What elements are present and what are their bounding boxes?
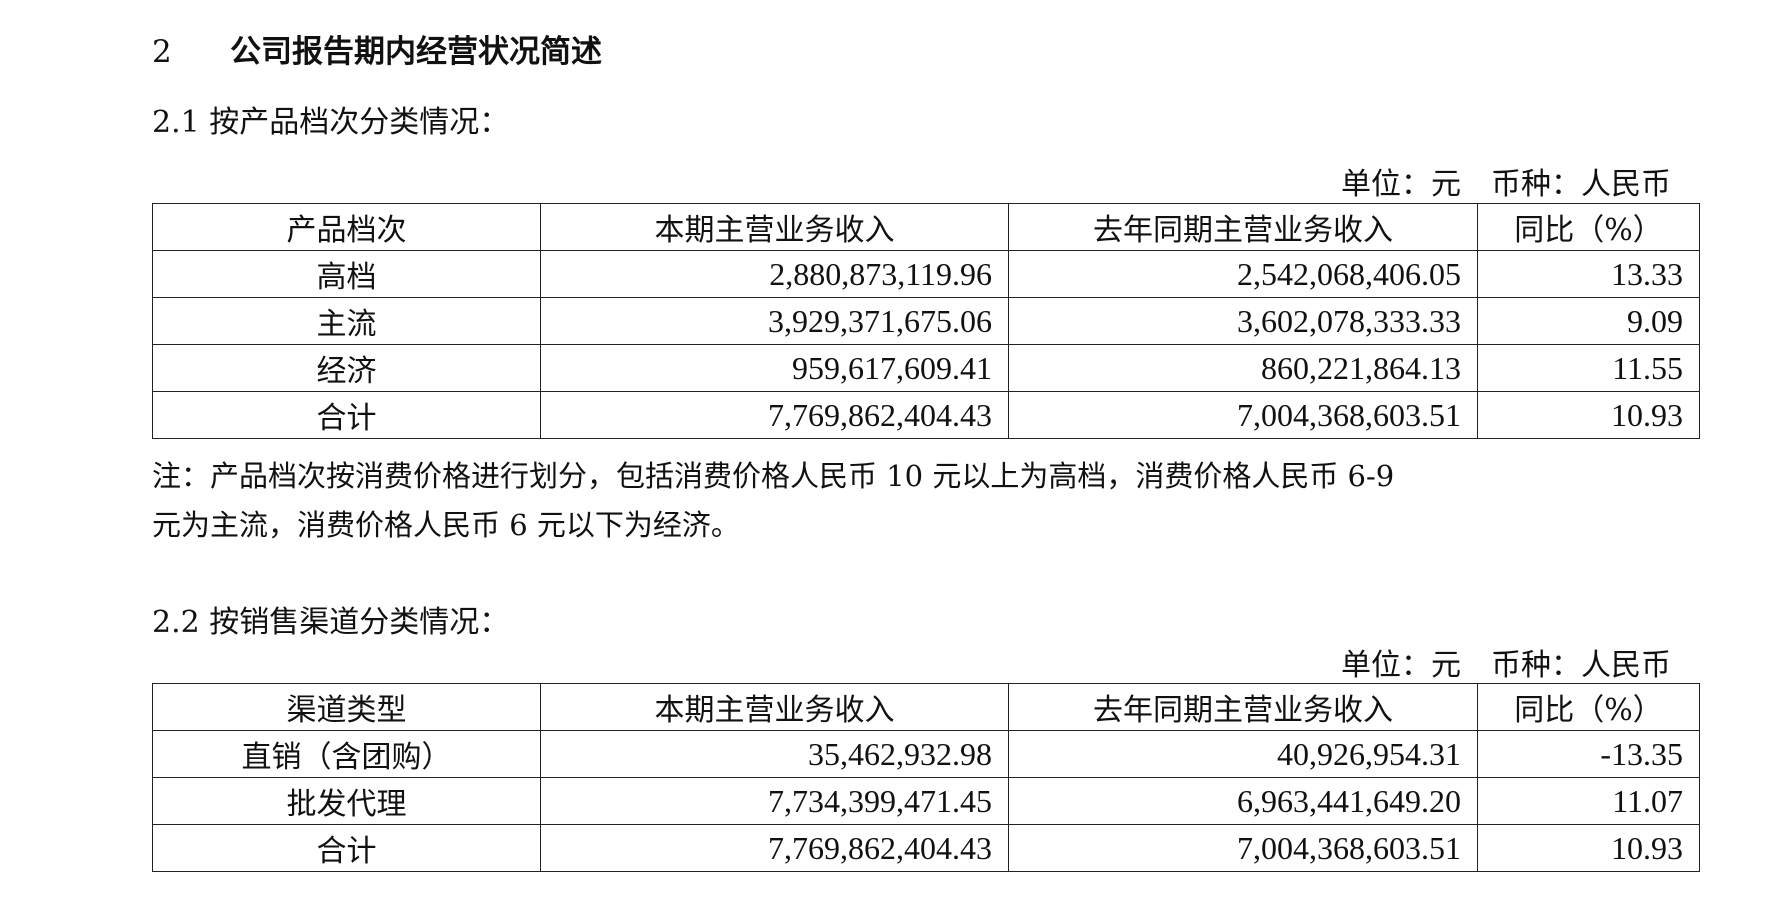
yoy-change: 9.09	[1477, 297, 1700, 345]
header-cell: 本期主营业务收入	[540, 683, 1009, 731]
section-title: 2 公司报告期内经营状况简述	[152, 26, 602, 71]
sales-channel-table: 渠道类型 本期主营业务收入 去年同期主营业务收入 同比（%） 直销（含团购） 3…	[152, 683, 1700, 872]
current-revenue: 959,617,609.41	[540, 344, 1009, 392]
yoy-change: 10.93	[1477, 824, 1700, 872]
yoy-change: 13.33	[1477, 250, 1700, 298]
table-header-row: 产品档次 本期主营业务收入 去年同期主营业务收入 同比（%）	[152, 203, 1700, 251]
yoy-change: -13.35	[1477, 730, 1700, 778]
yoy-change: 11.07	[1477, 777, 1700, 825]
section-title-text: 公司报告期内经营状况简述	[230, 34, 602, 70]
yoy-change: 10.93	[1477, 391, 1700, 439]
prior-revenue: 40,926,954.31	[1008, 730, 1478, 778]
product-tier-note-line-2: 元为主流，消费价格人民币 6 元以下为经济。	[152, 508, 740, 542]
header-cell: 本期主营业务收入	[540, 203, 1009, 251]
table-row: 直销（含团购） 35,462,932.98 40,926,954.31 -13.…	[152, 730, 1700, 778]
header-cell: 产品档次	[152, 203, 541, 251]
row-label: 批发代理	[152, 777, 541, 825]
product-tier-unit: 单位：元 币种：人民币	[1341, 167, 1671, 202]
header-cell: 同比（%）	[1477, 683, 1700, 731]
table-row-total: 合计 7,769,862,404.43 7,004,368,603.51 10.…	[152, 391, 1700, 439]
product-tier-note-line-1: 注：产品档次按消费价格进行划分，包括消费价格人民币 10 元以上为高档，消费价格…	[152, 459, 1395, 493]
sales-channel-unit: 单位：元 币种：人民币	[1341, 648, 1671, 683]
prior-revenue: 7,004,368,603.51	[1008, 824, 1478, 872]
yoy-change: 11.55	[1477, 344, 1700, 392]
header-cell: 同比（%）	[1477, 203, 1700, 251]
row-label: 主流	[152, 297, 541, 345]
table-header-row: 渠道类型 本期主营业务收入 去年同期主营业务收入 同比（%）	[152, 683, 1700, 731]
current-revenue: 35,462,932.98	[540, 730, 1009, 778]
sales-channel-heading: 2.2 按销售渠道分类情况：	[152, 605, 510, 640]
table-row: 高档 2,880,873,119.96 2,542,068,406.05 13.…	[152, 250, 1700, 298]
table-row: 主流 3,929,371,675.06 3,602,078,333.33 9.0…	[152, 297, 1700, 345]
current-revenue: 7,734,399,471.45	[540, 777, 1009, 825]
row-label: 经济	[152, 344, 541, 392]
table-row: 批发代理 7,734,399,471.45 6,963,441,649.20 1…	[152, 777, 1700, 825]
section-number: 2	[152, 34, 172, 70]
product-tier-table: 产品档次 本期主营业务收入 去年同期主营业务收入 同比（%） 高档 2,880,…	[152, 203, 1700, 439]
row-label: 直销（含团购）	[152, 730, 541, 778]
current-revenue: 7,769,862,404.43	[540, 391, 1009, 439]
current-revenue: 7,769,862,404.43	[540, 824, 1009, 872]
prior-revenue: 7,004,368,603.51	[1008, 391, 1478, 439]
header-cell: 去年同期主营业务收入	[1008, 203, 1478, 251]
prior-revenue: 6,963,441,649.20	[1008, 777, 1478, 825]
row-label: 合计	[152, 391, 541, 439]
prior-revenue: 860,221,864.13	[1008, 344, 1478, 392]
header-cell: 渠道类型	[152, 683, 541, 731]
header-cell: 去年同期主营业务收入	[1008, 683, 1478, 731]
prior-revenue: 2,542,068,406.05	[1008, 250, 1478, 298]
prior-revenue: 3,602,078,333.33	[1008, 297, 1478, 345]
row-label: 合计	[152, 824, 541, 872]
current-revenue: 2,880,873,119.96	[540, 250, 1009, 298]
table-row-total: 合计 7,769,862,404.43 7,004,368,603.51 10.…	[152, 824, 1700, 872]
table-row: 经济 959,617,609.41 860,221,864.13 11.55	[152, 344, 1700, 392]
current-revenue: 3,929,371,675.06	[540, 297, 1009, 345]
product-tier-heading: 2.1 按产品档次分类情况：	[152, 105, 510, 140]
row-label: 高档	[152, 250, 541, 298]
